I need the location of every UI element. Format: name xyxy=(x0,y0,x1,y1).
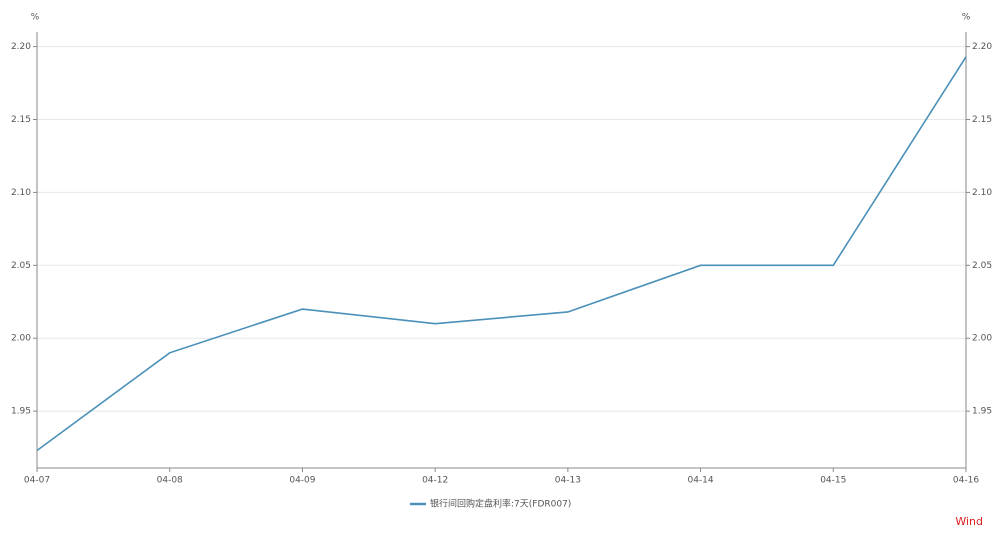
y-tick-label: 2.00 xyxy=(11,334,31,344)
y2-tick-label: 2.00 xyxy=(972,334,992,344)
line-series xyxy=(36,56,967,452)
x-tick-label: 04-07 xyxy=(24,476,50,486)
x-tick-label: 04-13 xyxy=(555,476,581,486)
y2-tick-label: 2.20 xyxy=(972,42,992,52)
y-tick-label: 2.20 xyxy=(11,42,31,52)
x-tick-label: 04-14 xyxy=(687,476,713,486)
y-tick-label: 2.05 xyxy=(11,261,31,271)
y2-tick-label: 1.95 xyxy=(972,407,992,417)
y2-unit: % xyxy=(962,13,971,23)
y-unit: % xyxy=(31,13,40,23)
x-tick-label: 04-16 xyxy=(953,476,979,486)
y2-tick-label: 2.10 xyxy=(972,188,992,198)
watermark: Wind xyxy=(955,515,983,528)
x-tick-label: 04-15 xyxy=(820,476,846,486)
x-tick-label: 04-12 xyxy=(422,476,448,486)
legend-label: 银行间回购定盘利率:7天(FDR007) xyxy=(430,498,571,510)
y-tick-label: 2.15 xyxy=(11,115,31,125)
x-tick-label: 04-09 xyxy=(289,476,315,486)
x-tick-label: 04-08 xyxy=(157,476,183,486)
y-tick-label: 1.95 xyxy=(11,407,31,417)
y-tick-label: 2.10 xyxy=(11,188,31,198)
y2-tick-label: 2.05 xyxy=(972,261,992,271)
y2-tick-label: 2.15 xyxy=(972,115,992,125)
